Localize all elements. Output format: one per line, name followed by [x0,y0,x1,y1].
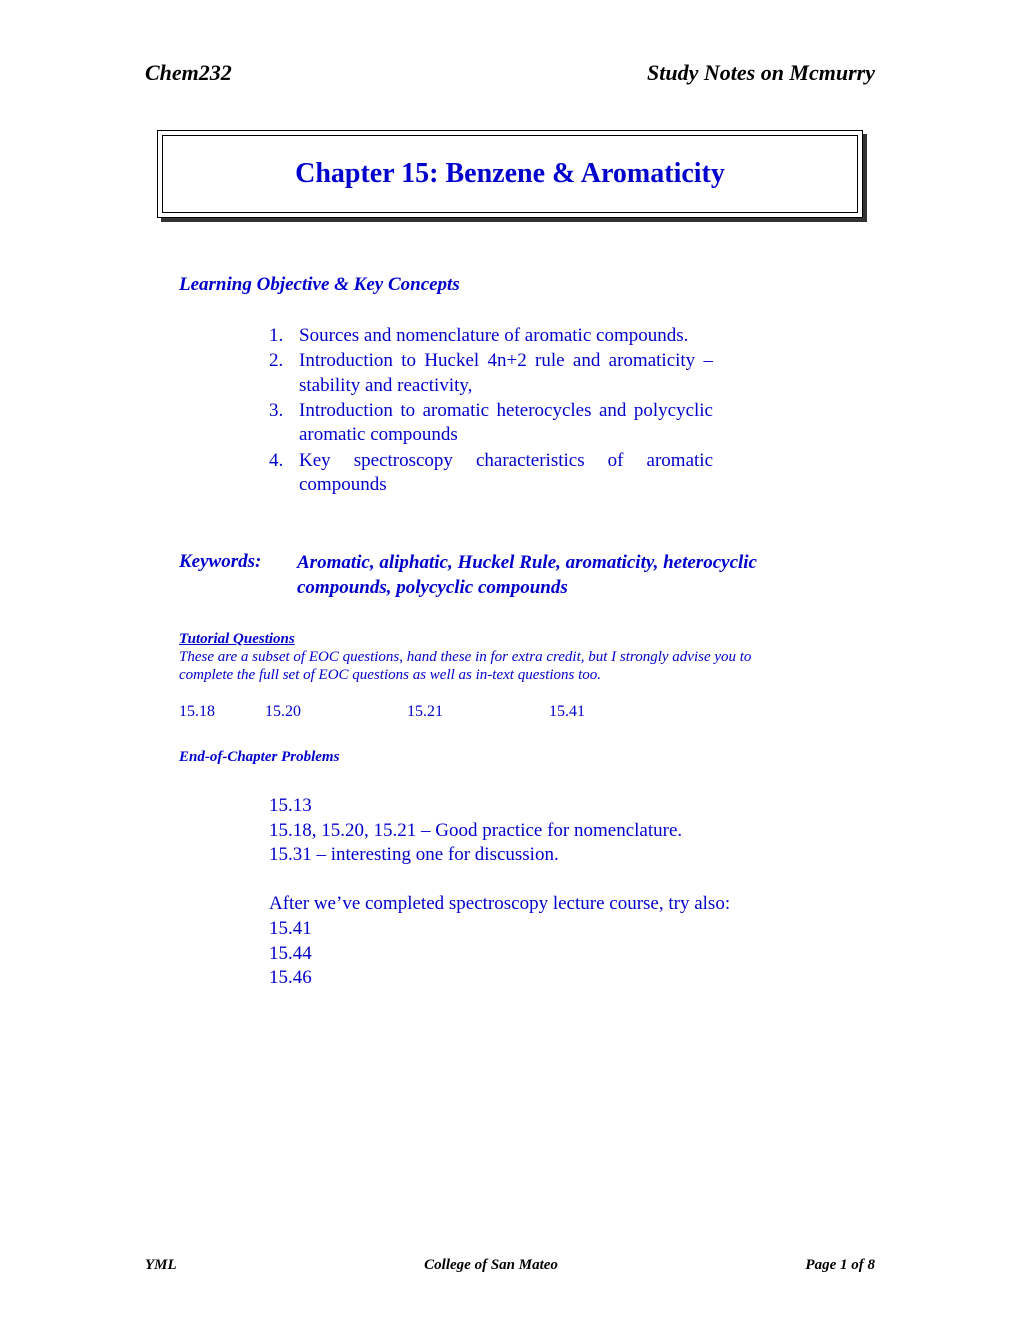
list-number: 2. [269,349,299,398]
list-text: Introduction to aromatic heterocycles an… [299,399,841,448]
title-box: Chapter 15: Benzene & Aromaticity [157,130,863,218]
eoc-heading: End-of-Chapter Problems [179,749,841,766]
spacer [269,868,841,892]
question-number: 15.20 [265,703,407,721]
eoc-line: 15.41 [269,917,841,942]
keywords-text: Aromatic, aliphatic, Huckel Rule, aromat… [297,551,841,600]
tutorial-question-numbers: 15.18 15.20 15.21 15.41 [179,703,841,721]
eoc-line: 15.13 [269,794,841,819]
list-number: 1. [269,324,299,348]
question-number: 15.41 [549,703,585,721]
title-box-inner: Chapter 15: Benzene & Aromaticity [162,135,858,213]
list-item: 1. Sources and nomenclature of aromatic … [179,324,841,348]
header-right: Study Notes on Mcmurry [647,60,875,86]
footer-left: YML [145,1257,177,1274]
page-footer: YML College of San Mateo Page 1 of 8 [145,1257,875,1274]
chapter-title: Chapter 15: Benzene & Aromaticity [295,158,725,189]
keywords-label: Keywords: [179,551,297,600]
list-item: 2. Introduction to Huckel 4n+2 rule and … [179,349,841,398]
keywords-row: Keywords: Aromatic, aliphatic, Huckel Ru… [179,551,841,600]
eoc-line: 15.18, 15.20, 15.21 – Good practice for … [269,819,841,844]
eoc-problems: 15.13 15.18, 15.20, 15.21 – Good practic… [179,794,841,991]
list-text: Sources and nomenclature of aromatic com… [299,324,841,348]
tutorial-description: These are a subset of EOC questions, han… [179,648,841,686]
list-number: 3. [269,399,299,448]
list-number: 4. [269,449,299,498]
list-text: Introduction to Huckel 4n+2 rule and aro… [299,349,841,398]
list-text: Key spectroscopy characteristics of arom… [299,449,841,498]
eoc-line: After we’ve completed spectroscopy lectu… [269,892,841,917]
eoc-line: 15.44 [269,942,841,967]
eoc-line: 15.31 – interesting one for discussion. [269,843,841,868]
tutorial-heading: Tutorial Questions [179,631,841,648]
eoc-line: 15.46 [269,966,841,991]
content-area: Learning Objective & Key Concepts 1. Sou… [145,274,875,991]
header-left: Chem232 [145,60,232,86]
footer-center: College of San Mateo [424,1257,558,1274]
page-header: Chem232 Study Notes on Mcmurry [145,60,875,86]
question-number: 15.21 [407,703,549,721]
question-number: 15.18 [179,703,265,721]
document-page: Chem232 Study Notes on Mcmurry Chapter 1… [0,0,1020,1320]
objectives-heading: Learning Objective & Key Concepts [179,274,841,296]
list-item: 3. Introduction to aromatic heterocycles… [179,399,841,448]
footer-right: Page 1 of 8 [805,1257,875,1274]
list-item: 4. Key spectroscopy characteristics of a… [179,449,841,498]
objectives-list: 1. Sources and nomenclature of aromatic … [179,324,841,497]
